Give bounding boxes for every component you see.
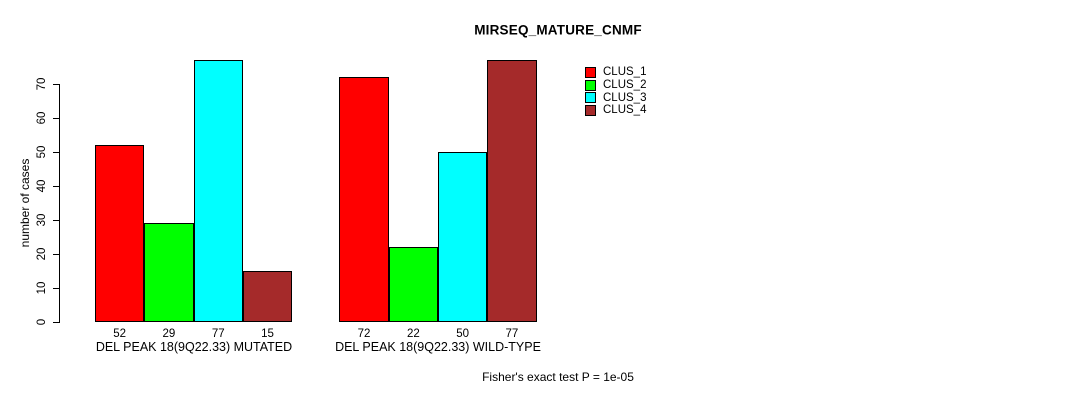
legend-item: CLUS_1 [585,66,646,79]
bar-clus_1 [95,145,145,322]
chart-title: MIRSEQ_MATURE_CNMF [474,22,642,38]
bar-value-label: 77 [505,327,519,340]
y-axis-tick-label: 70 [36,77,48,91]
y-axis-tick-label: 50 [36,145,48,159]
bar-clus_1 [339,77,389,322]
bar-clus_3 [438,152,488,322]
legend-label: CLUS_1 [603,66,647,78]
y-axis-tick [53,287,60,289]
bar-value-label: 52 [113,327,127,340]
bar-clus_2 [144,223,194,322]
x-group-label-mutated: DEL PEAK 18(9Q22.33) MUTATED [95,340,293,354]
y-axis-tick-label: 30 [36,213,48,227]
legend-swatch-clus-3 [585,92,596,104]
legend-swatch-clus-2 [585,79,596,91]
legend-item: CLUS_4 [585,104,646,117]
bar-clus_3 [193,60,243,322]
bar-clus_4 [242,271,293,322]
bar-value-label: 22 [406,327,420,340]
footnote-fishers-test: Fisher's exact test P = 1e-05 [482,370,634,384]
legend-swatch-clus-4 [585,105,596,117]
y-axis-line [59,84,60,322]
y-axis-tick [53,321,60,323]
legend: CLUS_1 CLUS_2 CLUS_3 CLUS_4 [585,66,646,117]
bar-clus_2 [388,247,438,322]
legend-label: CLUS_4 [603,104,647,117]
bar-value-label: 72 [357,327,371,340]
legend-label: CLUS_3 [603,91,647,104]
y-axis-tick [53,83,60,85]
bar-value-label: 15 [261,327,274,340]
y-axis-label: number of cases [18,158,32,248]
x-group-label-wild-type: DEL PEAK 18(9Q22.33) WILD-TYPE [335,340,541,354]
y-axis-tick-label: 20 [36,247,48,261]
legend-item: CLUS_2 [585,79,646,92]
bar-value-label: 29 [162,327,176,340]
y-axis-tick-label: 60 [36,111,48,125]
y-axis-tick-label: 10 [36,281,48,295]
y-axis-tick [53,253,60,255]
y-axis-tick [53,151,60,153]
bar-value-label: 77 [211,327,225,340]
y-axis-tick-label: 40 [36,179,48,193]
bar-value-label: 50 [456,327,470,340]
y-axis-tick [53,117,60,119]
y-axis-tick-label: 0 [36,318,48,326]
legend-label: CLUS_2 [603,78,647,91]
y-axis-tick [53,185,60,187]
legend-swatch-clus-1 [585,66,596,78]
bar-clus_4 [487,60,537,322]
legend-item: CLUS_3 [585,92,646,105]
y-axis-tick [53,219,60,221]
